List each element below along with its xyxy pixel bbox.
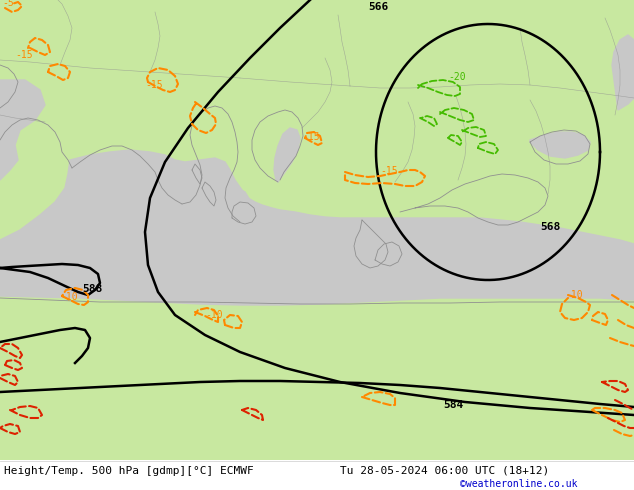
Text: -10: -10 bbox=[60, 292, 77, 302]
Polygon shape bbox=[224, 188, 252, 222]
Text: -20: -20 bbox=[448, 72, 465, 82]
Polygon shape bbox=[0, 80, 45, 180]
Text: 568: 568 bbox=[540, 222, 560, 232]
Polygon shape bbox=[0, 150, 634, 305]
Text: -10: -10 bbox=[565, 290, 583, 300]
Text: 588: 588 bbox=[82, 284, 102, 294]
Text: -15: -15 bbox=[145, 80, 163, 90]
Polygon shape bbox=[612, 35, 634, 110]
Text: -15: -15 bbox=[15, 50, 32, 60]
Polygon shape bbox=[274, 128, 300, 182]
Text: 566: 566 bbox=[368, 2, 388, 12]
Text: Tu 28-05-2024 06:00 UTC (18+12): Tu 28-05-2024 06:00 UTC (18+12) bbox=[340, 466, 549, 475]
Text: ©weatheronline.co.uk: ©weatheronline.co.uk bbox=[460, 479, 578, 489]
Polygon shape bbox=[530, 132, 590, 158]
Text: -15: -15 bbox=[302, 132, 320, 142]
Text: -15: -15 bbox=[380, 166, 398, 176]
Text: -10: -10 bbox=[205, 310, 223, 320]
Text: Height/Temp. 500 hPa [gdmp][°C] ECMWF: Height/Temp. 500 hPa [gdmp][°C] ECMWF bbox=[4, 466, 254, 475]
Text: 584: 584 bbox=[443, 400, 463, 410]
Text: -5: -5 bbox=[2, 0, 14, 8]
